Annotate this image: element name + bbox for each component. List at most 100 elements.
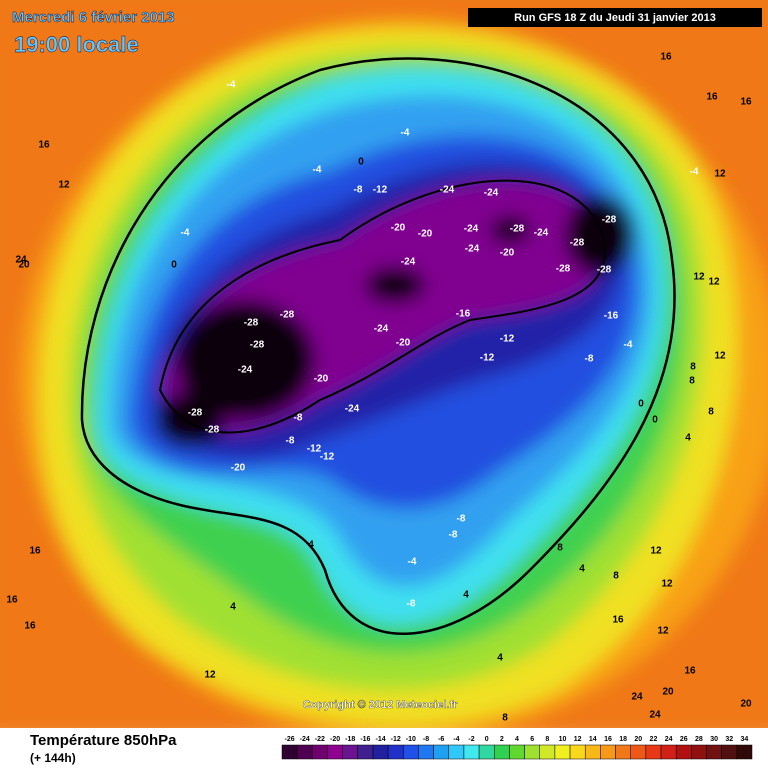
contour-label: -28 <box>510 224 525 235</box>
time: 19:00 locale <box>14 32 139 57</box>
contour-label: -24 <box>401 257 416 268</box>
scale-label: -24 <box>300 736 310 743</box>
contour-label: 4 <box>579 564 585 575</box>
contour-label: 4 <box>308 540 314 551</box>
scale-swatch <box>296 744 313 760</box>
scale-swatch <box>312 744 328 760</box>
scale-label: 16 <box>604 736 612 743</box>
contour-label: -8 <box>407 599 416 610</box>
contour-label: 4 <box>463 590 469 601</box>
contour-label: -20 <box>314 374 329 385</box>
contour-label: 8 <box>690 362 696 373</box>
scale-swatch <box>554 744 571 760</box>
scale-swatch <box>342 744 359 760</box>
contour-label: -8 <box>585 354 594 365</box>
contour-label: 16 <box>612 615 624 626</box>
contour-label: -4 <box>181 228 190 239</box>
contour-label: -12 <box>500 334 515 345</box>
contour-label: 4 <box>230 602 236 613</box>
contour-label: -4 <box>227 80 236 91</box>
contour-label: -20 <box>500 248 515 259</box>
contour-label: -12 <box>373 185 388 196</box>
contour-label: 16 <box>29 546 41 557</box>
scale-label: -10 <box>406 736 416 743</box>
contour-label: -20 <box>231 463 246 474</box>
footer-title: Température 850hPa <box>30 732 177 749</box>
contour-label: -20 <box>396 338 411 349</box>
contour-label: 0 <box>171 260 177 271</box>
footer-lead: (+ 144h) <box>30 751 76 765</box>
contour-label: -12 <box>307 444 322 455</box>
contour-label: -24 <box>465 244 480 255</box>
scale-label: 26 <box>680 736 688 743</box>
scale-swatch <box>706 744 722 760</box>
contour-label: -28 <box>188 408 203 419</box>
scale-swatch <box>494 744 510 760</box>
run-info: Run GFS 18 Z du Jeudi 31 janvier 2013 <box>514 12 716 24</box>
contour-label: 24 <box>15 255 27 266</box>
contour-label: -12 <box>480 353 495 364</box>
scale-label: 12 <box>574 736 582 743</box>
contour-label: 8 <box>689 376 695 387</box>
scale-swatch <box>387 744 404 760</box>
contour-label: 4 <box>685 433 691 444</box>
contour-label: 0 <box>652 415 658 426</box>
scale-swatch <box>675 744 692 760</box>
scale-swatch <box>448 744 465 760</box>
scale-swatch <box>403 744 419 760</box>
contour-label: 16 <box>24 621 36 632</box>
scale-label: 30 <box>710 736 718 743</box>
contour-label: -24 <box>345 404 360 415</box>
color-scale: -26 -24 -22 -20 -18 -16 -14 -12 -10 -8 -6 -4 -2 0 2 4 6 8… <box>281 736 753 760</box>
scale-swatch <box>660 744 677 760</box>
contour-label: 8 <box>557 543 563 554</box>
contour-label: -8 <box>354 185 363 196</box>
contour-label: -4 <box>624 340 633 351</box>
scale-swatch <box>645 744 662 760</box>
contour-label: 12 <box>657 626 669 637</box>
contour-label: -24 <box>534 228 549 239</box>
scale-label: 18 <box>619 736 627 743</box>
contour-label: 12 <box>204 670 216 681</box>
contour-label: 0 <box>358 157 364 168</box>
contour-label: 12 <box>661 579 673 590</box>
scale-swatch <box>478 744 495 760</box>
contour-label: -24 <box>464 224 479 235</box>
scale-swatch <box>281 744 298 760</box>
scale-label: 14 <box>589 736 597 743</box>
contour-label: -28 <box>280 310 295 321</box>
contour-label: 20 <box>18 260 30 271</box>
run-box <box>468 8 762 27</box>
contour-label: -8 <box>449 530 458 541</box>
contour-label: 12 <box>714 351 726 362</box>
contour-label: -8 <box>286 436 295 447</box>
scale-label: -22 <box>315 736 325 743</box>
scale-label: -18 <box>345 736 355 743</box>
contour-labels: -28-28-28-24-28-28-20-24-20-24-24-20-20-… <box>6 52 752 724</box>
contour-label: -4 <box>313 165 322 176</box>
contour-label: -24 <box>374 324 389 335</box>
contour-label: -4 <box>408 557 417 568</box>
contour-label: -4 <box>690 167 699 178</box>
contour-label: 16 <box>660 52 672 63</box>
contour-label: 20 <box>662 687 674 698</box>
contour-label: -28 <box>570 238 585 249</box>
copyright: Copyright © 2012 Meteociel.fr <box>303 699 459 711</box>
contour-label: -24 <box>238 365 253 376</box>
scale-label: -12 <box>391 736 401 743</box>
contour-label: 12 <box>650 546 662 557</box>
contour-label: 16 <box>38 140 50 151</box>
contour-label: -8 <box>457 514 466 525</box>
contour-label: -8 <box>294 413 303 424</box>
contour-label: -16 <box>456 309 471 320</box>
contour-label: 20 <box>740 699 752 710</box>
scale-swatch <box>721 744 738 760</box>
scale-label: 28 <box>695 736 703 743</box>
contour-label: -28 <box>250 340 265 351</box>
scale-label: -14 <box>375 736 385 743</box>
contour-label: 24 <box>649 710 661 721</box>
contour-label: -12 <box>320 452 335 463</box>
cold-isotherm <box>158 179 607 434</box>
contour-label: -24 <box>440 185 455 196</box>
